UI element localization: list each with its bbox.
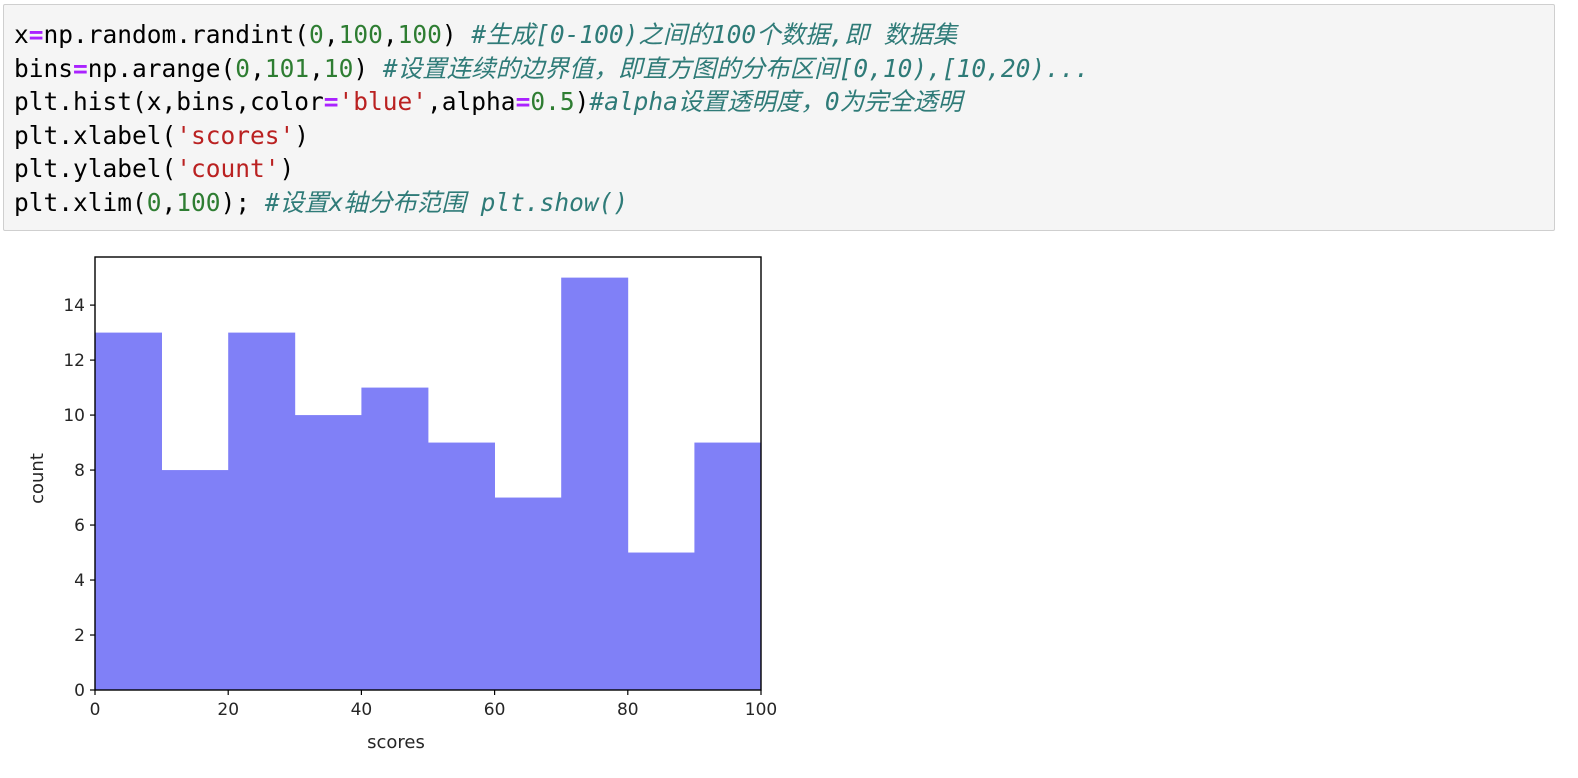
x-tick-label: 60: [484, 700, 506, 720]
x-axis-label: scores: [367, 732, 425, 753]
code-line: plt.xlim(0,100); #设置x轴分布范围 plt.show(): [14, 186, 1089, 220]
code-token: 0: [309, 20, 324, 49]
code-token: ,: [323, 20, 339, 49]
histogram-bar: [161, 470, 229, 690]
code-token: 100: [397, 20, 442, 49]
code-line: bins=np.arange(0,101,10) #设置连续的边界值，即直方图的…: [14, 52, 1089, 86]
x-tick-label: 0: [90, 700, 101, 720]
code-token: ,: [250, 53, 265, 83]
histogram-bar: [561, 277, 629, 690]
code-token: );: [220, 187, 265, 217]
histogram-bar: [428, 442, 495, 690]
histogram-bar: [95, 332, 162, 690]
code-token: ,: [309, 53, 324, 83]
code-token: plt.xlabel(: [14, 120, 177, 150]
code-token: 100: [338, 20, 383, 49]
y-tick-label: 8: [74, 461, 85, 481]
code-token: #设置连续的边界值，即直方图的分布区间[0,10),[10,20)...: [382, 53, 1090, 83]
code-line: plt.xlabel('scores'): [14, 119, 1089, 153]
code-token: 0: [146, 187, 162, 217]
code-token: 'blue': [338, 87, 428, 116]
histogram-bar: [494, 497, 562, 690]
code-cell[interactable]: x=np.random.randint(0,100,100) #生成[0-100…: [3, 4, 1555, 231]
code-token: 0: [235, 53, 251, 83]
code-token: plt.xlim(: [14, 187, 147, 217]
x-tick-label: 40: [351, 700, 373, 720]
code-token: 0.5: [530, 87, 575, 116]
code-token: #生成[0-100)之间的100个数据,即 数据集: [471, 20, 958, 49]
code-token: 'scores': [176, 120, 295, 150]
y-tick-label: 0: [74, 681, 85, 701]
histogram-bar: [228, 332, 296, 690]
code-token: ,: [382, 20, 398, 49]
code-token: 10: [323, 53, 354, 83]
y-tick-label: 4: [74, 571, 85, 591]
code-line: plt.ylabel('count'): [14, 152, 1089, 186]
code-token: ): [574, 87, 590, 116]
code-token: =: [28, 20, 44, 49]
y-tick-label: 12: [63, 351, 85, 371]
code-token: #alpha设置透明度，0为完全透明: [589, 87, 963, 116]
code-token: bins: [14, 53, 74, 83]
code-token: np.arange(: [87, 53, 236, 83]
code-token: 101: [264, 53, 310, 83]
y-tick-label: 14: [63, 296, 85, 316]
code-token: 'count': [176, 154, 280, 183]
x-tick-label: 100: [745, 700, 777, 720]
histogram-bar: [361, 387, 429, 690]
code-token: =: [515, 87, 531, 116]
output-area: 0 20 40 60 80 100 0 2 4 6 8 10 12 14 scores count: [0, 240, 800, 770]
code-token: ,: [161, 187, 177, 217]
code-token: plt.hist(x,bins,color: [14, 87, 324, 116]
code-token: 100: [176, 187, 221, 217]
code-editor[interactable]: x=np.random.randint(0,100,100) #生成[0-100…: [14, 18, 1089, 219]
histogram-bar: [694, 442, 762, 690]
histogram-chart: 0 20 40 60 80 100 0 2 4 6 8 10 12 14 scores count: [27, 256, 777, 753]
code-token: ): [441, 20, 472, 49]
histogram-bar: [294, 415, 362, 690]
axes-frame: [94, 256, 762, 691]
code-token: plt.ylabel(: [14, 154, 177, 183]
code-token: =: [323, 87, 339, 116]
x-tick-label: 80: [617, 700, 639, 720]
y-axis-label: count: [27, 453, 48, 504]
code-line: x=np.random.randint(0,100,100) #生成[0-100…: [14, 18, 1089, 52]
code-line: plt.hist(x,bins,color='blue',alpha=0.5)#…: [14, 85, 1089, 119]
code-token: ): [279, 154, 295, 183]
code-token: ,alpha: [427, 87, 516, 116]
x-tick-label: 20: [217, 700, 239, 720]
y-tick-label: 10: [63, 406, 85, 426]
code-token: =: [73, 53, 88, 83]
code-token: np.random.randint(: [43, 20, 310, 49]
histogram-bar: [627, 552, 695, 690]
y-tick-label: 6: [74, 516, 85, 536]
code-token: x: [14, 20, 29, 49]
code-token: ): [294, 120, 310, 150]
code-token: #设置x轴分布范围 plt.show(): [264, 187, 629, 217]
y-tick-label: 2: [74, 626, 85, 646]
code-token: ): [353, 53, 383, 83]
